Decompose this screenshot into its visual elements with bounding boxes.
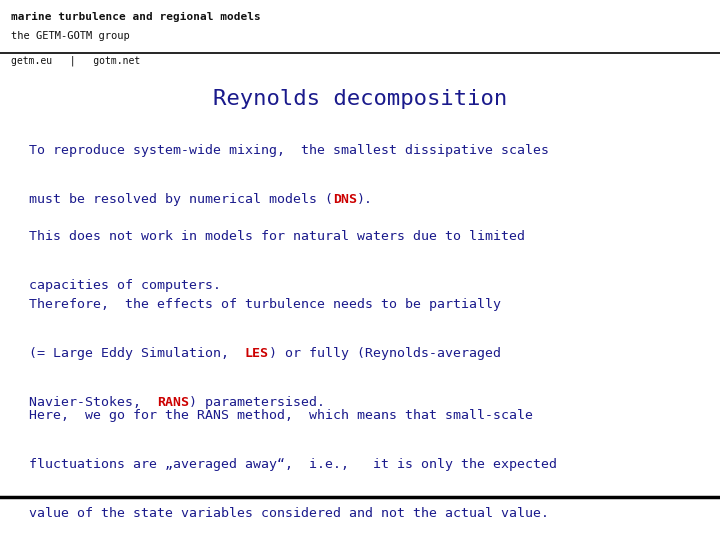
Text: marine turbulence and regional models: marine turbulence and regional models: [11, 12, 261, 22]
Text: getm.eu   |   gotm.net: getm.eu | gotm.net: [11, 56, 140, 66]
Text: Reynolds decomposition: Reynolds decomposition: [213, 89, 507, 109]
Text: (= Large Eddy Simulation,: (= Large Eddy Simulation,: [29, 347, 245, 360]
Text: ).: ).: [357, 193, 373, 206]
Text: ) parametersised.: ) parametersised.: [189, 396, 325, 409]
Text: Therefore,  the effects of turbulence needs to be partially: Therefore, the effects of turbulence nee…: [29, 298, 501, 311]
Text: fluctuations are „averaged away“,  i.e.,   it is only the expected: fluctuations are „averaged away“, i.e., …: [29, 458, 557, 471]
Text: Navier-Stokes,: Navier-Stokes,: [29, 396, 157, 409]
Text: This does not work in models for natural waters due to limited: This does not work in models for natural…: [29, 230, 525, 242]
Text: DNS: DNS: [333, 193, 357, 206]
Text: To reproduce system-wide mixing,  the smallest dissipative scales: To reproduce system-wide mixing, the sma…: [29, 144, 549, 157]
Text: the GETM-GOTM group: the GETM-GOTM group: [11, 31, 130, 41]
Text: must be resolved by numerical models (: must be resolved by numerical models (: [29, 193, 333, 206]
Text: value of the state variables considered and not the actual value.: value of the state variables considered …: [29, 507, 549, 520]
Text: LES: LES: [245, 347, 269, 360]
Text: capacities of computers.: capacities of computers.: [29, 279, 221, 292]
Text: RANS: RANS: [157, 396, 189, 409]
Text: Here,  we go for the RANS method,  which means that small-scale: Here, we go for the RANS method, which m…: [29, 409, 533, 422]
Text: ) or fully (Reynolds-averaged: ) or fully (Reynolds-averaged: [269, 347, 501, 360]
